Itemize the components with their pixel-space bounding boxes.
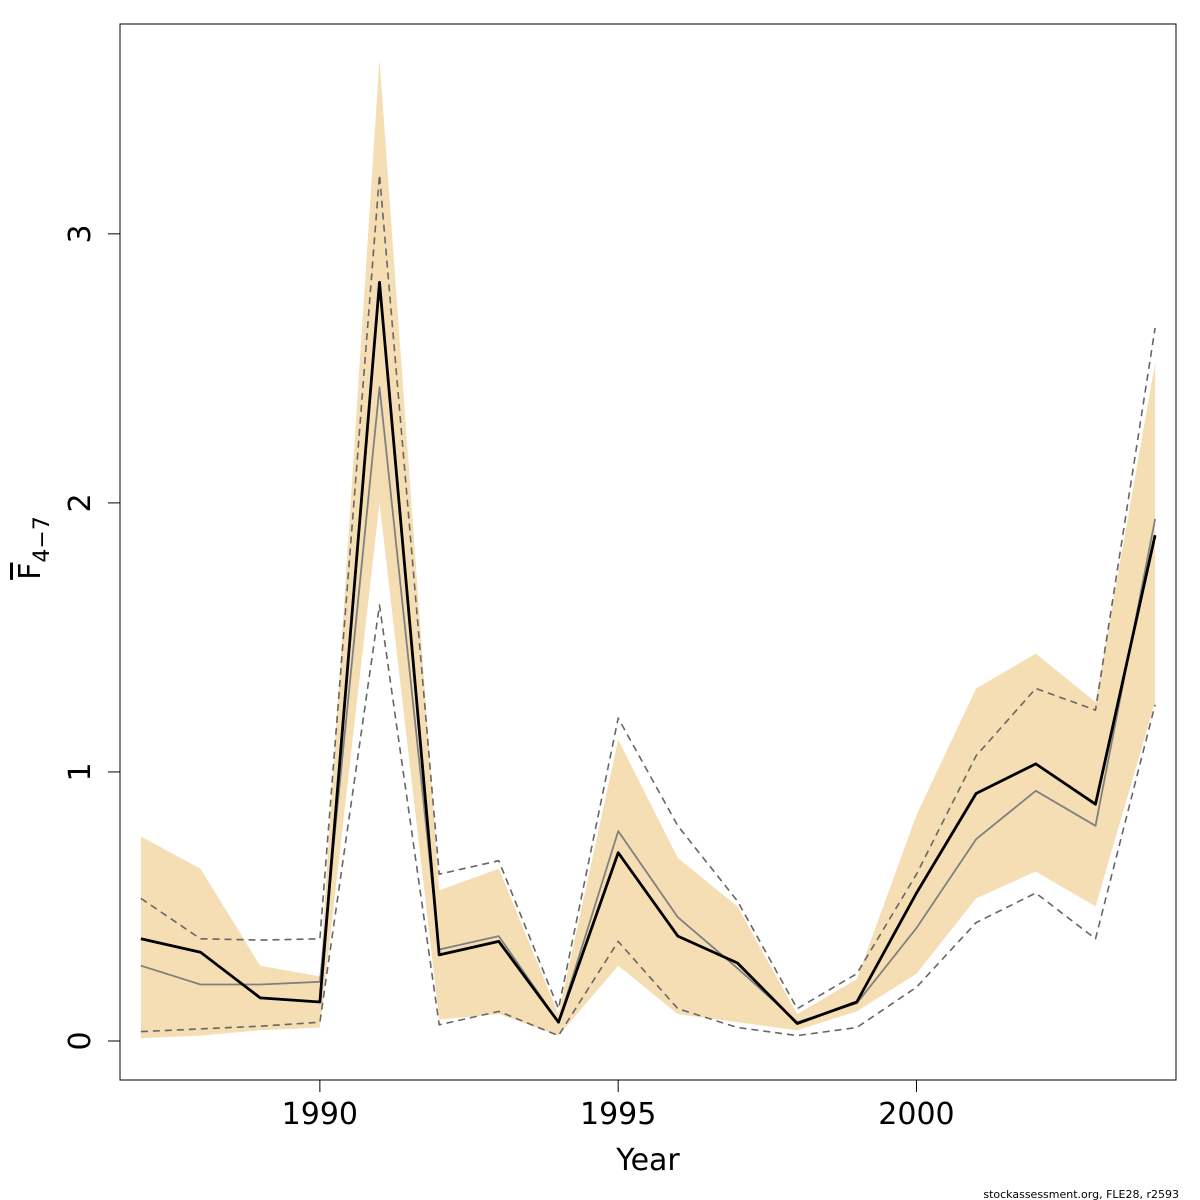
estimate-line (140, 280, 1157, 1025)
y-tick-label-2: 2 (63, 493, 98, 512)
y-axis-title: F4−7 (13, 516, 55, 580)
plot-frame (119, 23, 1177, 1081)
series-lines-layer (140, 173, 1157, 1037)
y-tick-label-0: 0 (63, 1031, 98, 1050)
confidence-band-layer (140, 59, 1156, 1039)
alt-upper-bound-line (140, 173, 1156, 1010)
y-tick-label-3: 3 (63, 224, 98, 243)
x-axis-title: Year (615, 1143, 680, 1178)
x-tick-label-2000: 2000 (878, 1097, 954, 1132)
svg-text:F4−7: F4−7 (13, 516, 55, 580)
y-tick-label-1: 1 (63, 762, 98, 781)
axes-layer: 1990 1995 2000 0 1 2 3 (63, 224, 955, 1132)
confidence-band (140, 59, 1156, 1039)
x-tick-label-1995: 1995 (580, 1097, 656, 1132)
alt-lower-bound-line (140, 604, 1156, 1037)
y-axis-title-main: F (13, 563, 48, 580)
x-tick-label-1990: 1990 (282, 1097, 358, 1132)
y-axis-title-subscript: 4−7 (30, 516, 55, 562)
credit-text: stockassessment.org, FLE28, r2593 (983, 1188, 1179, 1200)
alt-estimate-line (140, 386, 1156, 1024)
